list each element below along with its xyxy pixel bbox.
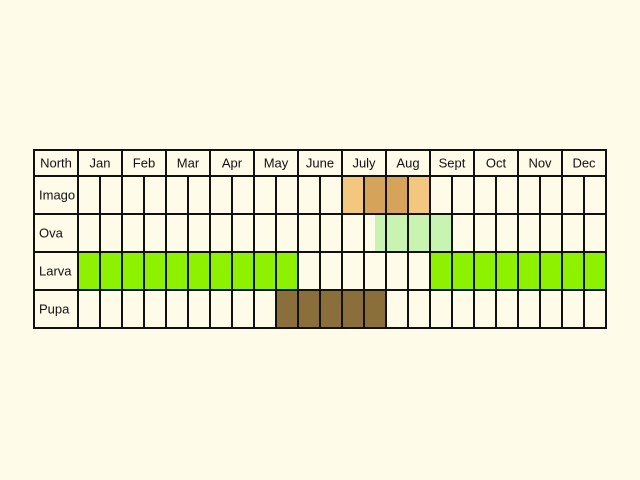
stage-label-imago: Imago	[39, 188, 75, 203]
region-label: North	[40, 156, 72, 171]
month-label-may: May	[264, 156, 289, 171]
stage-bar-imago	[386, 176, 408, 214]
stage-bar-pupa	[276, 290, 386, 328]
stage-label-pupa: Pupa	[39, 302, 70, 317]
stage-bar-imago	[408, 176, 430, 214]
month-label-sept: Sept	[439, 156, 466, 171]
stage-bar-imago	[364, 176, 386, 214]
month-label-june: June	[306, 156, 334, 171]
month-label-feb: Feb	[133, 156, 155, 171]
month-label-oct: Oct	[486, 156, 507, 171]
month-label-mar: Mar	[177, 156, 200, 171]
month-label-nov: Nov	[528, 156, 552, 171]
month-label-jan: Jan	[90, 156, 111, 171]
calendar-labels: North Jan Feb Mar Apr May June July Aug Sept Oct N…	[39, 156, 596, 317]
month-label-july: July	[352, 156, 376, 171]
stage-label-ova: Ova	[39, 226, 64, 241]
month-label-aug: Aug	[396, 156, 419, 171]
month-label-dec: Dec	[572, 156, 596, 171]
calendar-grid	[33, 149, 607, 329]
stage-bar-ova	[375, 214, 452, 252]
stage-label-larva: Larva	[39, 264, 72, 279]
month-label-apr: Apr	[222, 156, 243, 171]
